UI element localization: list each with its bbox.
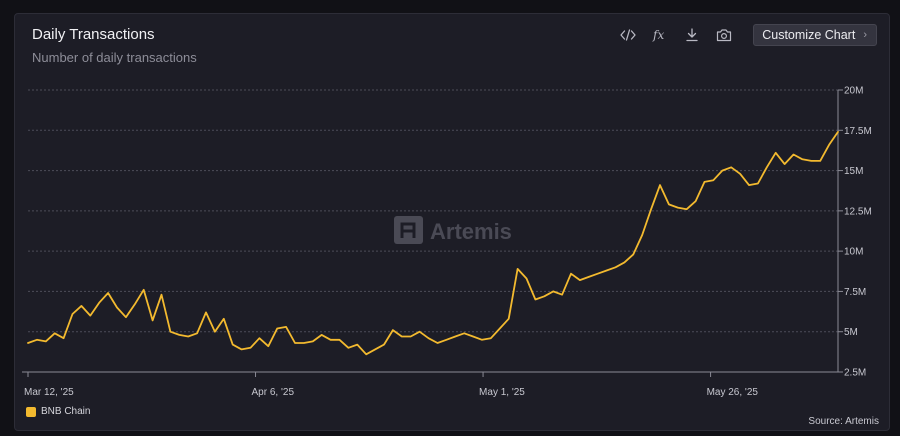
x-tick-label: Mar 12, '25: [24, 387, 74, 398]
chart-title: Daily Transactions: [32, 26, 155, 43]
camera-icon[interactable]: [709, 24, 739, 46]
x-axis: Mar 12, '25 Apr 6, '25 May 1, '25 May 26, '…: [22, 371, 838, 398]
series-bnb-chain[interactable]: [27, 130, 839, 356]
svg-text:fx: fx: [652, 28, 664, 42]
customize-chart-button[interactable]: Customize Chart ›: [753, 24, 877, 46]
artemis-logo-mark: [400, 222, 416, 238]
y-tick-label: 15M: [844, 166, 863, 177]
x-tick-label: Apr 6, '25: [252, 387, 295, 398]
grid-lines: [28, 89, 838, 333]
chart-subtitle: Number of daily transactions: [32, 50, 197, 65]
chart-card: Daily Transactions Number of daily trans…: [14, 13, 890, 431]
source-label: Source: Artemis: [808, 416, 879, 427]
x-tick-label: May 26, '25: [707, 387, 759, 398]
watermark-text: Artemis: [430, 219, 512, 244]
embed-code-icon[interactable]: [613, 24, 643, 46]
y-tick-label: 5M: [844, 327, 858, 338]
y-tick-label: 20M: [844, 86, 863, 97]
y-tick-label: 10M: [844, 247, 863, 258]
watermark: Artemis: [394, 216, 512, 244]
legend[interactable]: BNB Chain: [26, 406, 90, 417]
series-line-bnb-chain[interactable]: [27, 130, 839, 356]
customize-chart-label: Customize Chart: [762, 28, 856, 42]
download-icon[interactable]: [677, 24, 707, 46]
formula-fx-icon[interactable]: fx: [645, 24, 675, 46]
x-tick-label: May 1, '25: [479, 387, 525, 398]
y-axis: 2.5M 5M 7.5M 10M 12.5M 15M 17.5M 20M: [837, 86, 872, 379]
y-tick-label: 17.5M: [844, 126, 872, 137]
y-tick-label: 2.5M: [844, 368, 866, 379]
chart-toolbar: fx Customize Chart ›: [611, 24, 877, 46]
legend-label: BNB Chain: [41, 406, 91, 417]
y-tick-label: 12.5M: [844, 206, 872, 217]
chevron-right-icon: ›: [863, 29, 867, 41]
legend-swatch: [26, 406, 36, 417]
y-tick-label: 7.5M: [844, 287, 866, 298]
